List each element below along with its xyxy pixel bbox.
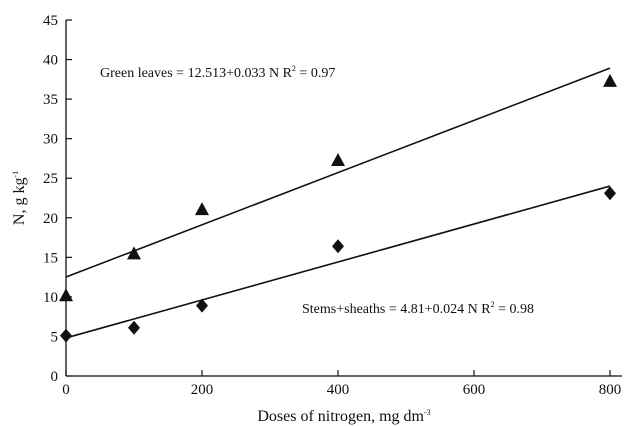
x-tick-label: 800	[599, 382, 622, 398]
y-tick-label: 0	[51, 369, 59, 385]
y-tick-label: 35	[43, 92, 58, 108]
x-axis-title-superscript: -3	[424, 408, 431, 417]
y-tick-label: 10	[43, 290, 58, 306]
green-leaves-point	[195, 202, 209, 216]
green-leaves-r2-value: = 0.97	[296, 66, 335, 81]
y-tick-label: 20	[43, 211, 58, 227]
green-leaves-point	[331, 153, 345, 167]
stems-sheaths-r2-value: = 0.98	[495, 302, 534, 317]
stems-sheaths-point	[128, 320, 140, 335]
green-leaves-point	[127, 246, 141, 260]
y-tick-label: 15	[43, 250, 58, 266]
y-tick-label: 5	[51, 329, 59, 345]
data-points	[59, 73, 617, 343]
y-axis-title-superscript: -1	[11, 171, 20, 178]
stems-sheaths-equation-text: Stems+sheaths = 4.81+0.024 N R	[302, 302, 491, 317]
x-tick-label: 200	[191, 382, 214, 398]
green-leaves-equation: Green leaves = 12.513+0.033 N R2 = 0.97	[100, 64, 335, 81]
stems-sheaths-r2-exponent: 2	[491, 300, 495, 309]
y-tick-label: 30	[43, 132, 58, 148]
stems-sheaths-point	[196, 298, 208, 313]
green-leaves-point	[603, 73, 617, 87]
stems-sheaths-equation: Stems+sheaths = 4.81+0.024 N R2 = 0.98	[302, 300, 534, 317]
y-ticks: 0 5 10 15 20 25 30 35 40 45	[43, 13, 72, 385]
y-axis-title: N, g kg-1	[11, 171, 28, 225]
stems-sheaths-regression-line	[65, 185, 611, 339]
green-leaves-point	[59, 288, 73, 302]
x-axis-title: Doses of nitrogen, mg dm-3	[257, 408, 430, 425]
x-ticks: 0 200 400 600 800	[62, 370, 621, 398]
green-leaves-r2-exponent: 2	[292, 64, 296, 73]
y-tick-label: 40	[43, 53, 58, 69]
y-axis-title-text: N, g kg	[11, 178, 28, 226]
stems-sheaths-point	[332, 239, 344, 254]
x-axis-title-text: Doses of nitrogen, mg dm	[257, 408, 424, 425]
stems-sheaths-point	[60, 328, 72, 343]
y-tick-label: 45	[43, 13, 58, 29]
regression-lines	[65, 67, 611, 339]
x-tick-label: 400	[327, 382, 350, 398]
x-tick-label: 600	[463, 382, 486, 398]
y-tick-label: 25	[43, 171, 58, 187]
x-tick-label: 0	[62, 382, 70, 398]
green-leaves-regression-line	[65, 67, 611, 278]
stems-sheaths-point	[604, 186, 616, 201]
green-leaves-equation-text: Green leaves = 12.513+0.033 N R	[100, 66, 293, 81]
